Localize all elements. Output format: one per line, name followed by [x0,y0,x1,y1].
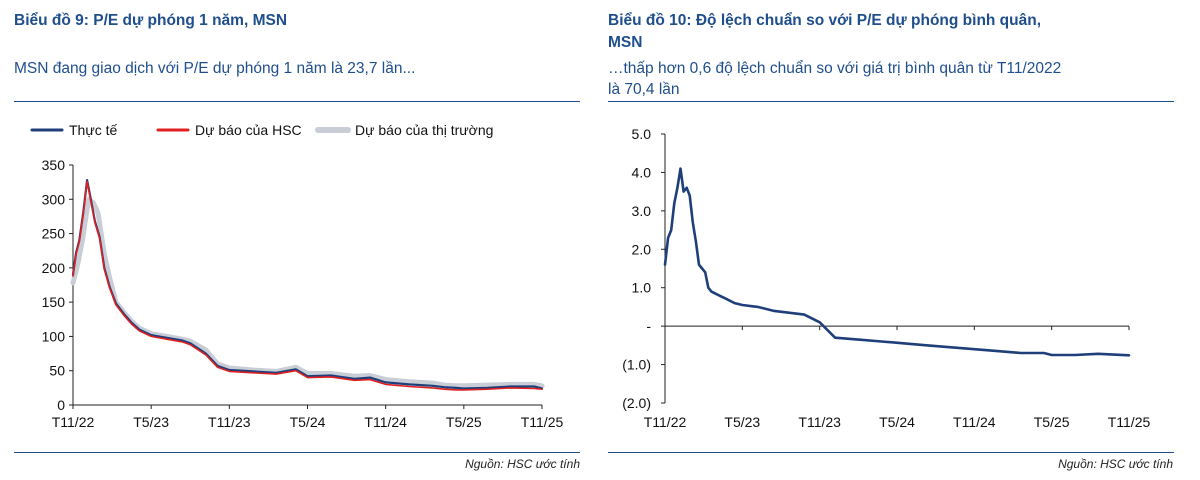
left-y-tick-label: 50 [49,363,65,379]
left-x-tick-label: T5/24 [290,414,326,430]
right-x-tick-label: T11/24 [953,414,996,430]
right-top-rule [608,101,1174,102]
right-x-tick-label: T5/25 [1034,414,1070,430]
left-series-line-1 [72,180,543,391]
left-x-tick-label: T11/25 [521,414,564,430]
right-chart: 5.0 4.0 3.0 2.0 1.0 - (1.0) (2.0) T11/22 T5/23 T11… [622,126,1150,430]
right-chart-subtitle-line1: …thấp hơn 0,6 độ lệch chuẩn so với giá t… [608,60,1062,77]
right-x-tick-label: T11/23 [798,414,841,430]
left-legend-label: Dự báo của thị trường [355,122,493,138]
right-chart-title-line1: Biểu đồ 10: Độ lệch chuẩn so với P/E dự … [608,12,1042,29]
right-chart-title-line2: MSN [608,34,643,51]
left-x-tick-label: T11/22 [52,414,95,430]
left-x-tick-label: T5/25 [446,414,482,430]
left-bottom-rule [14,452,580,453]
right-y-tick-label: 1.0 [632,280,652,296]
right-y-tick-label: 2.0 [632,241,652,257]
left-chart-subtitle: MSN đang giao dịch với P/E dự phóng 1 nă… [14,60,416,77]
left-series-line-0 [71,179,544,390]
left-chart-title: Biểu đồ 9: P/E dự phóng 1 năm, MSN [14,12,288,29]
left-series-line-2 [70,196,545,389]
left-y-tick-label: 300 [42,191,66,207]
right-bottom-rule [608,452,1174,453]
left-x-tick-label: T5/23 [133,414,169,430]
right-y-tick-label: 4.0 [632,164,652,180]
right-chart-subtitle-line2: là 70,4 lần [608,81,680,98]
left-legend-label: Dự báo của HSC [195,122,302,138]
right-y-tick-label: (1.0) [622,357,651,373]
left-source: Nguồn: HSC ước tính [465,457,580,471]
right-y-tick-label: 5.0 [632,126,652,142]
left-x-tick-label: T11/24 [364,414,407,430]
right-source: Nguồn: HSC ước tính [1058,457,1173,471]
right-x-tick-label: T11/22 [644,414,687,430]
left-y-tick-label: 250 [42,226,66,242]
right-y-tick-label: - [646,318,651,334]
left-y-tick-label: 0 [57,397,65,413]
right-series-line [663,167,1131,357]
right-x-tick-label: T5/24 [879,414,915,430]
left-chart: 0 50 100 150 200 250 300 350 T11/22 T5/23 T11/23 T5… [30,122,564,430]
right-y-tick-label: 3.0 [632,203,652,219]
right-x-tick-label: T11/25 [1108,414,1151,430]
left-y-tick-label: 100 [42,328,66,344]
right-y-tick-label: (2.0) [622,395,651,411]
left-top-rule [14,101,580,102]
left-legend-label: Thực tế [69,122,117,138]
left-y-tick-label: 150 [42,294,66,310]
right-x-tick-label: T5/23 [724,414,760,430]
left-x-tick-label: T11/23 [208,414,251,430]
left-y-tick-label: 350 [42,157,66,173]
left-y-tick-label: 200 [42,260,66,276]
